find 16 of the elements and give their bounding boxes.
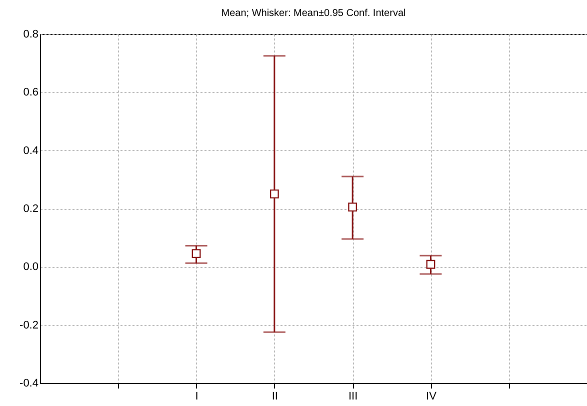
point bbox=[270, 189, 279, 198]
y-tick-label: 0.0 bbox=[23, 261, 38, 274]
y-tick-label: -0.2 bbox=[20, 319, 38, 332]
x-tick-label: I bbox=[195, 390, 198, 402]
x-tick-label: II bbox=[272, 390, 278, 402]
point bbox=[426, 260, 436, 269]
x-tick-label: IV bbox=[426, 390, 438, 402]
point bbox=[192, 249, 201, 258]
y-tick-label: 0.8 bbox=[23, 28, 38, 40]
chart-title: Mean; Whisker: Mean±0.95 Conf. Interval bbox=[221, 8, 406, 19]
point bbox=[348, 202, 358, 212]
x-tick-label: III bbox=[348, 390, 358, 402]
y-tick-label: -0.4 bbox=[20, 378, 38, 390]
y-tick-label: 0.4 bbox=[23, 144, 38, 157]
y-tick-label: 0.6 bbox=[23, 86, 38, 99]
y-tick-label: 0.2 bbox=[23, 203, 38, 215]
